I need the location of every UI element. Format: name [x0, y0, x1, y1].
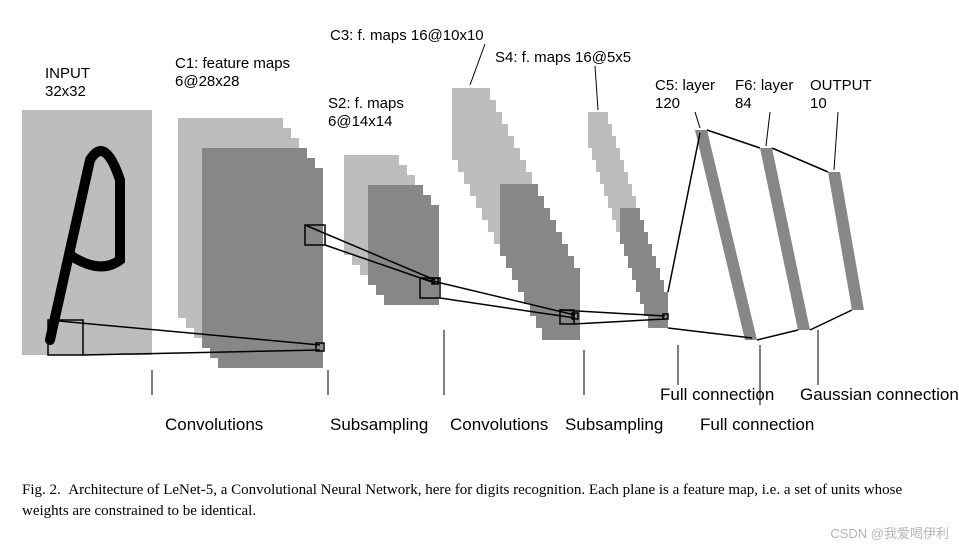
label-f6-1: F6: layer — [735, 77, 793, 94]
label-c5-2: 120 — [655, 95, 680, 112]
op-conv1: Convolutions — [165, 415, 263, 434]
op-conv2: Convolutions — [450, 415, 548, 434]
label-c1-1: C1: feature maps — [175, 55, 290, 72]
op-gauss: Gaussian connections — [800, 385, 959, 404]
op-sub1: Subsampling — [330, 415, 428, 434]
watermark: CSDN @我爱喝伊利 — [830, 523, 949, 542]
label-out-2: 10 — [810, 95, 827, 112]
layer-s2: S2: f. maps 6@14x14 — [328, 95, 439, 305]
figure-caption: Fig. 2. Architecture of LeNet-5, a Convo… — [22, 480, 922, 522]
layer-c5: C5: layer 120 — [655, 77, 757, 340]
op-fc2: Full connection — [700, 415, 814, 434]
label-f6-2: 84 — [735, 95, 752, 112]
label-input-1: INPUT — [45, 65, 90, 82]
label-c5-1: C5: layer — [655, 77, 715, 94]
layer-input: INPUT 32x32 — [22, 65, 152, 355]
op-fc1: Full connection — [660, 385, 774, 404]
label-s2-1: S2: f. maps — [328, 95, 404, 112]
op-sub2: Subsampling — [565, 415, 663, 434]
layer-output: OUTPUT 10 — [810, 77, 872, 310]
lenet-architecture-diagram: INPUT 32x32 C1: feature maps 6@28x28 S2:… — [0, 0, 959, 470]
caption-lead: Fig. 2. — [22, 482, 61, 498]
label-s2-2: 6@14x14 — [328, 113, 392, 130]
label-c1-2: 6@28x28 — [175, 73, 239, 90]
label-input-2: 32x32 — [45, 83, 86, 100]
caption-body: Architecture of LeNet-5, a Convolutional… — [22, 482, 902, 519]
label-s4: S4: f. maps 16@5x5 — [495, 49, 631, 66]
label-out-1: OUTPUT — [810, 77, 872, 94]
label-c3: C3: f. maps 16@10x10 — [330, 27, 484, 44]
layer-f6: F6: layer 84 — [735, 77, 810, 330]
layer-c1: C1: feature maps 6@28x28 — [175, 55, 323, 368]
